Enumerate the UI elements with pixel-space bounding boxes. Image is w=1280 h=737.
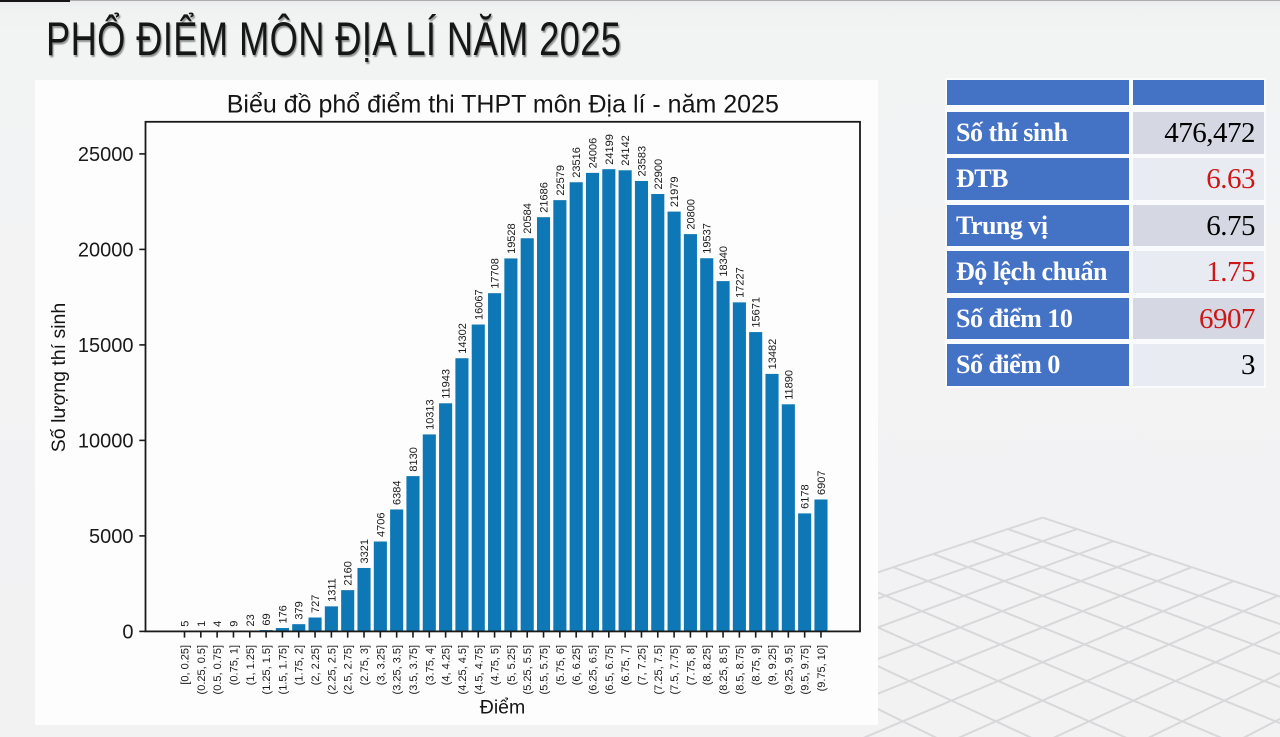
svg-text:Điểm: Điểm (480, 697, 526, 719)
svg-text:14302: 14302 (457, 323, 469, 354)
svg-text:15671: 15671 (751, 297, 763, 328)
svg-text:(6.25, 6.5]: (6.25, 6.5] (588, 645, 600, 695)
svg-text:[0, 0.25]: [0, 0.25] (180, 645, 192, 685)
svg-text:25000: 25000 (78, 144, 134, 166)
svg-text:(4.25, 4.5]: (4.25, 4.5] (457, 645, 469, 695)
svg-text:(2.5, 2.75]: (2.5, 2.75] (343, 645, 355, 695)
svg-text:(1.75, 2]: (1.75, 2] (294, 645, 306, 685)
svg-text:(4.5, 4.75]: (4.5, 4.75] (473, 645, 485, 695)
svg-text:(3.25, 3.5]: (3.25, 3.5] (392, 645, 404, 695)
svg-text:20000: 20000 (78, 239, 134, 261)
svg-text:6384: 6384 (392, 480, 404, 504)
svg-text:176: 176 (277, 605, 289, 623)
svg-text:379: 379 (294, 601, 306, 619)
svg-text:1: 1 (196, 621, 208, 627)
svg-text:(5, 5.25]: (5, 5.25] (506, 645, 518, 685)
svg-text:10000: 10000 (78, 430, 134, 452)
svg-text:(9.5, 9.75]: (9.5, 9.75] (800, 645, 812, 695)
svg-text:9: 9 (228, 621, 240, 627)
svg-text:(4, 4.25]: (4, 4.25] (441, 645, 453, 685)
svg-text:24006: 24006 (588, 138, 600, 169)
svg-text:(5.25, 5.5]: (5.25, 5.5] (522, 645, 534, 695)
svg-text:17708: 17708 (490, 258, 502, 289)
svg-text:8130: 8130 (408, 447, 420, 471)
svg-text:(7.25, 7.5]: (7.25, 7.5] (653, 645, 665, 695)
svg-text:(3, 3.25]: (3, 3.25] (375, 645, 387, 685)
svg-text:(8, 8.25]: (8, 8.25] (702, 645, 714, 685)
svg-text:(3.75, 4]: (3.75, 4] (424, 645, 436, 685)
svg-text:Số lượng thí sinh: Số lượng thí sinh (48, 303, 70, 452)
svg-text:(8.25, 8.5]: (8.25, 8.5] (718, 645, 730, 695)
svg-text:(0.5, 0.75]: (0.5, 0.75] (212, 645, 224, 695)
svg-text:5: 5 (180, 621, 192, 627)
svg-text:19528: 19528 (506, 223, 518, 254)
svg-text:(7, 7.25]: (7, 7.25] (636, 645, 648, 685)
svg-text:11890: 11890 (783, 370, 795, 400)
svg-text:(5.5, 5.75]: (5.5, 5.75] (539, 645, 551, 695)
svg-text:(8.5, 8.75]: (8.5, 8.75] (734, 645, 746, 695)
svg-text:13482: 13482 (767, 339, 779, 370)
svg-text:(7.5, 7.75]: (7.5, 7.75] (669, 645, 681, 695)
svg-text:17227: 17227 (734, 267, 746, 298)
svg-text:22900: 22900 (653, 159, 665, 190)
svg-text:5000: 5000 (89, 526, 134, 548)
svg-text:18340: 18340 (718, 246, 730, 277)
svg-text:24142: 24142 (620, 135, 632, 166)
svg-text:(1, 1.25]: (1, 1.25] (245, 645, 257, 685)
svg-text:4706: 4706 (375, 513, 387, 537)
svg-text:(8.75, 9]: (8.75, 9] (751, 645, 763, 685)
svg-text:23: 23 (245, 614, 257, 626)
svg-text:Biểu đồ phổ điểm thi THPT môn: Biểu đồ phổ điểm thi THPT môn Địa lí - n… (227, 91, 779, 119)
svg-text:24199: 24199 (604, 134, 616, 165)
svg-text:(6.5, 6.75]: (6.5, 6.75] (604, 645, 616, 695)
svg-text:20800: 20800 (685, 199, 697, 230)
svg-text:(2.25, 2.5]: (2.25, 2.5] (326, 645, 338, 695)
svg-text:(1.5, 1.75]: (1.5, 1.75] (277, 645, 289, 695)
svg-text:21979: 21979 (669, 177, 681, 208)
svg-text:21686: 21686 (539, 182, 551, 213)
svg-text:(0.25, 0.5]: (0.25, 0.5] (196, 645, 208, 695)
svg-text:11943: 11943 (441, 369, 453, 399)
svg-text:23516: 23516 (571, 147, 583, 178)
svg-text:(9.75, 10]: (9.75, 10] (816, 645, 828, 691)
svg-text:2160: 2160 (343, 561, 355, 585)
svg-text:6178: 6178 (800, 484, 812, 508)
svg-text:16067: 16067 (473, 289, 485, 320)
svg-text:19537: 19537 (702, 223, 714, 254)
svg-text:(5.75, 6]: (5.75, 6] (555, 645, 567, 685)
svg-text:(7.75, 8]: (7.75, 8] (685, 645, 697, 685)
svg-text:10313: 10313 (424, 399, 436, 430)
svg-text:4: 4 (212, 621, 224, 627)
svg-text:(6, 6.25]: (6, 6.25] (571, 645, 583, 685)
svg-text:6907: 6907 (816, 470, 828, 494)
svg-text:20584: 20584 (522, 203, 534, 234)
svg-text:69: 69 (261, 613, 273, 625)
svg-text:(3.5, 3.75]: (3.5, 3.75] (408, 645, 420, 695)
svg-text:(6.75, 7]: (6.75, 7] (620, 645, 632, 685)
svg-text:3321: 3321 (359, 539, 371, 563)
svg-text:23583: 23583 (636, 146, 648, 177)
svg-text:727: 727 (310, 595, 322, 613)
svg-text:22579: 22579 (555, 165, 567, 196)
svg-text:0: 0 (122, 621, 133, 643)
svg-text:(0.75, 1]: (0.75, 1] (228, 645, 240, 685)
svg-text:(1.25, 1.5]: (1.25, 1.5] (261, 645, 273, 695)
svg-text:15000: 15000 (78, 335, 134, 357)
svg-text:(2.75, 3]: (2.75, 3] (359, 645, 371, 685)
svg-text:1311: 1311 (326, 578, 338, 602)
svg-text:(9, 9.25]: (9, 9.25] (767, 645, 779, 685)
svg-text:(9.25, 9.5]: (9.25, 9.5] (783, 645, 795, 695)
svg-text:(4.75, 5]: (4.75, 5] (490, 645, 502, 685)
svg-text:(2, 2.25]: (2, 2.25] (310, 645, 322, 685)
